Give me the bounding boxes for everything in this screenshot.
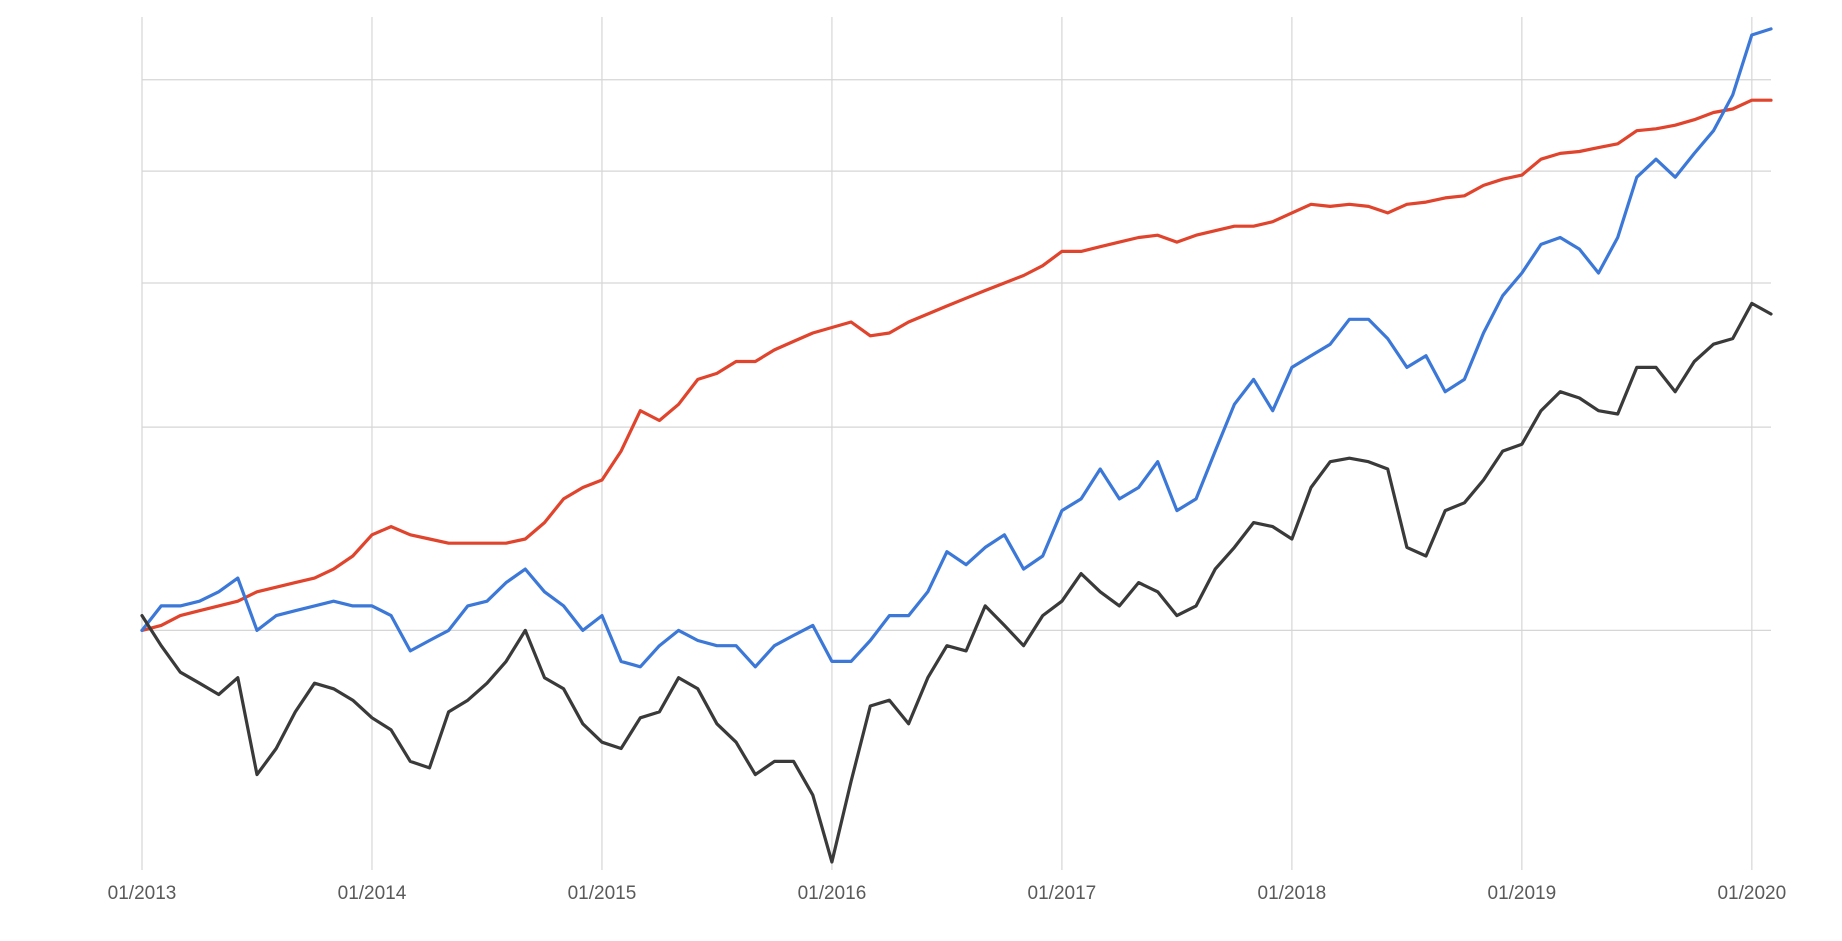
x-tick-label: 01/2019 — [1488, 883, 1557, 904]
x-tick-label: 01/2015 — [568, 883, 637, 904]
series-line — [140, 98, 1773, 632]
series-line — [140, 27, 1773, 669]
x-tick-label: 01/2014 — [338, 883, 407, 904]
series-line — [140, 301, 1773, 864]
x-tick-label: 01/2016 — [798, 883, 867, 904]
x-tick-label: 01/2018 — [1258, 883, 1327, 904]
x-tick-label: 01/2017 — [1028, 883, 1097, 904]
x-tick-label: 01/2013 — [108, 883, 177, 904]
x-tick-label: 01/2020 — [1717, 883, 1786, 904]
